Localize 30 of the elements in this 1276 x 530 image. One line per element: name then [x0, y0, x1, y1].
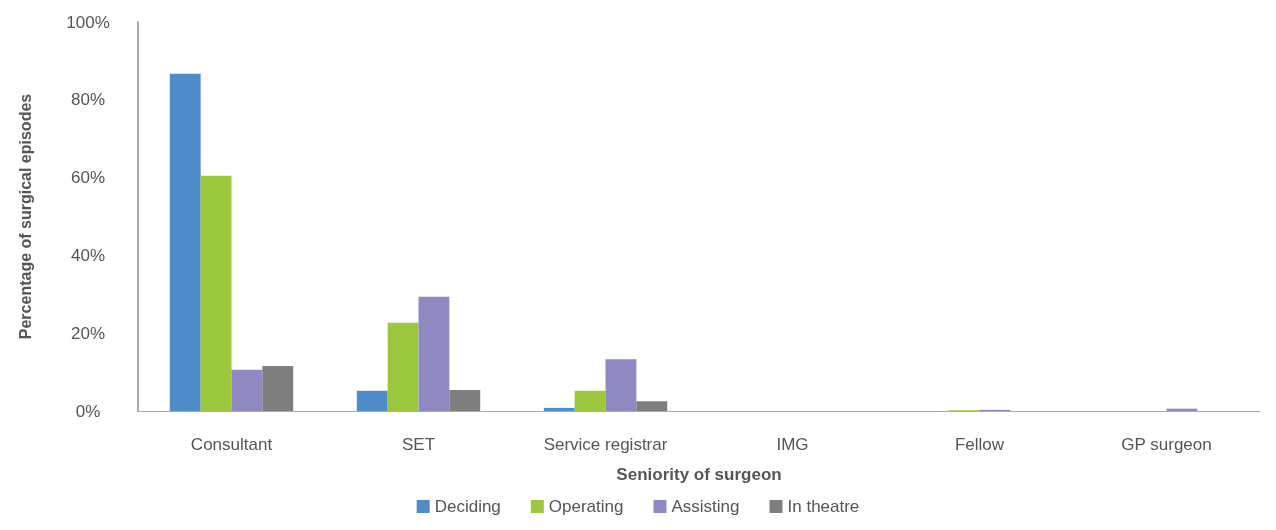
x-axis-title: Seniority of surgeon	[616, 465, 782, 484]
x-tick-label: Service registrar	[543, 435, 668, 454]
x-tick-label: SET	[401, 435, 436, 454]
legend-label: In theatre	[787, 497, 860, 516]
bar	[449, 389, 481, 411]
y-tick-label: 100%	[66, 12, 110, 32]
bar	[387, 322, 419, 411]
x-tick-label: GP surgeon	[1121, 435, 1212, 454]
y-tick-label: 20%	[70, 323, 106, 343]
legend-label: Assisting	[671, 497, 740, 516]
bar	[636, 401, 668, 411]
bar	[605, 359, 637, 411]
bar	[356, 390, 388, 411]
legend-label: Operating	[548, 497, 624, 516]
y-tick-label: 0%	[75, 401, 101, 421]
bar	[418, 296, 450, 411]
x-tick-label: Fellow	[954, 435, 1005, 454]
bar	[574, 390, 606, 411]
y-tick-label: 60%	[70, 168, 106, 188]
bar	[200, 175, 232, 411]
legend-label: Deciding	[434, 497, 501, 516]
y-tick-label: 40%	[70, 245, 106, 265]
bar	[169, 73, 201, 411]
y-tick-label: 80%	[70, 90, 106, 110]
bar	[262, 365, 294, 411]
bar	[231, 369, 263, 411]
x-tick-label: IMG	[776, 435, 809, 454]
y-axis-title: Percentage of surgical episodes	[16, 93, 34, 340]
x-tick-label: Consultant	[190, 435, 273, 454]
bar	[543, 407, 575, 411]
